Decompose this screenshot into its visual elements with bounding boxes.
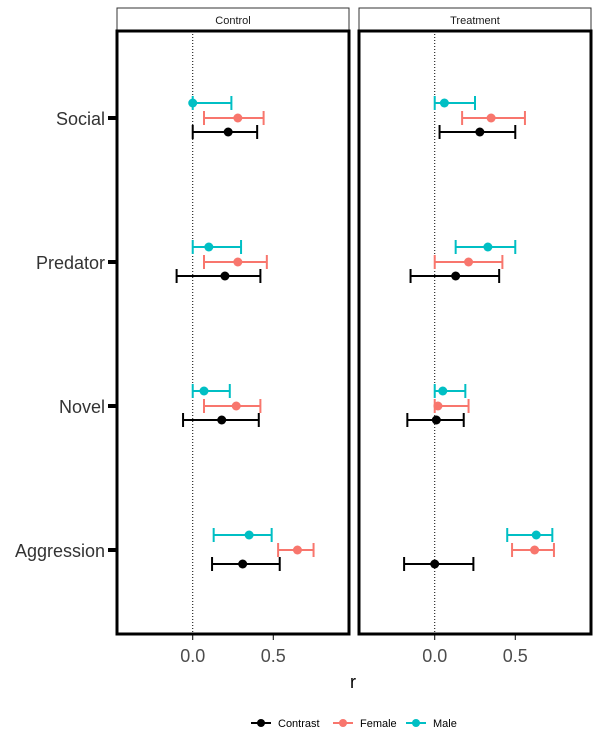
legend: Contrast Female Male — [251, 718, 457, 730]
x-tick-label: 0.0 — [422, 646, 447, 666]
point-contrast-social — [223, 127, 233, 137]
point-female-novel — [433, 401, 443, 411]
point-male-novel — [438, 386, 448, 396]
legend-key-point-female — [339, 719, 347, 727]
point-contrast-aggression — [238, 559, 248, 569]
legend-label-male: Male — [433, 718, 457, 730]
point-contrast-predator — [220, 271, 230, 281]
x-axis-title: r — [350, 672, 356, 692]
point-female-predator — [233, 257, 243, 267]
point-contrast-novel — [217, 415, 227, 425]
point-contrast-predator — [451, 271, 461, 281]
point-female-novel — [231, 401, 241, 411]
x-tick-label: 0.5 — [503, 646, 528, 666]
point-female-social — [486, 113, 496, 123]
point-female-social — [233, 113, 243, 123]
point-male-novel — [199, 386, 209, 396]
legend-label-contrast: Contrast — [278, 718, 320, 730]
panel-title: Control — [215, 15, 250, 27]
x-tick-label: 0.0 — [180, 646, 205, 666]
x-tick-label: 0.5 — [261, 646, 286, 666]
legend-key-point-male — [412, 719, 420, 727]
point-contrast-aggression — [430, 559, 440, 569]
y-tick-label-predator: Predator — [36, 253, 105, 273]
legend-key-point-contrast — [257, 719, 265, 727]
point-male-predator — [204, 242, 214, 252]
point-contrast-novel — [431, 415, 441, 425]
panel-treatment: Treatment 0.0 0.5 — [357, 7, 593, 666]
legend-label-female: Female — [360, 718, 397, 730]
point-male-aggression — [531, 530, 541, 540]
y-tick-label-novel: Novel — [59, 397, 105, 417]
y-tick-label-social: Social — [56, 109, 105, 129]
point-male-social — [439, 98, 449, 108]
point-male-predator — [483, 242, 493, 252]
point-female-aggression — [292, 545, 302, 555]
point-contrast-social — [475, 127, 485, 137]
point-male-aggression — [244, 530, 254, 540]
point-female-aggression — [530, 545, 540, 555]
point-male-social — [188, 98, 198, 108]
panel-border — [115, 29, 351, 636]
panel-control: Control 0.0 0.5 — [115, 7, 351, 666]
point-female-predator — [464, 257, 474, 267]
panel-border — [357, 29, 593, 636]
panel-title: Treatment — [450, 15, 500, 27]
y-tick-label-aggression: Aggression — [15, 541, 105, 561]
